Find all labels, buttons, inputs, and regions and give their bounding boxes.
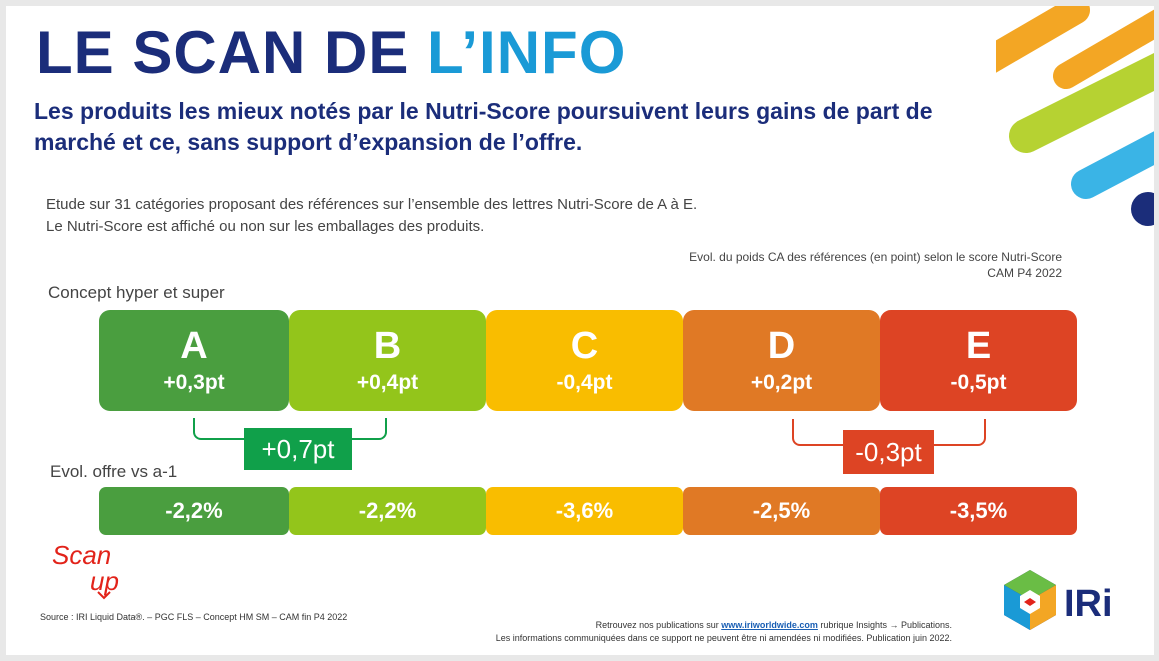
nutriscore-letter: C [570, 325, 599, 367]
title-part-light: L’INFO [427, 19, 627, 86]
title-part-dark: LE SCAN DE [36, 19, 428, 86]
slide: LE SCAN DE L’INFO Les produits les mieux… [6, 6, 1154, 655]
website-link[interactable]: www.iriworldwide.com [721, 620, 818, 630]
nutriscore-value: -0,5pt [950, 371, 1007, 394]
group-ab-delta: +0,7pt [244, 428, 352, 470]
nutriscore-box-e: E -0,5pt [880, 310, 1077, 411]
footer-line-1: Retrouvez nos publications sur www.iriwo… [496, 619, 952, 632]
nutriscore-value: -0,4pt [556, 371, 613, 394]
nutriscore-letter: E [965, 325, 992, 367]
intro-text: Etude sur 31 catégories proposant des ré… [46, 194, 697, 238]
nutriscore-value: +0,4pt [356, 371, 419, 394]
chart-note-line-2: CAM P4 2022 [987, 266, 1062, 280]
nutriscore-box-c: C -0,4pt [486, 310, 683, 411]
concept-label: Concept hyper et super [48, 283, 225, 302]
nutriscore-letter: A [180, 325, 208, 367]
offre-box: -3,5% [880, 487, 1077, 535]
footer-line-2: Les informations communiquées dans ce su… [495, 633, 952, 643]
nutriscore-value: +0,3pt [163, 371, 225, 394]
scanup-logo-text-2: up [90, 566, 119, 596]
nutriscore-value: +0,2pt [750, 371, 813, 394]
group-de-delta: -0,3pt [843, 430, 934, 474]
nutriscore-box-a: A +0,3pt [99, 310, 289, 411]
footer-line-1-post: rubrique Insights → Publications. [817, 620, 952, 630]
nutriscore-box-b: B +0,4pt [289, 310, 486, 411]
decorative-stripes [996, 6, 1154, 226]
nutriscore-letter: D [767, 325, 796, 367]
page-subtitle: Les produits les mieux notés par le Nutr… [34, 98, 933, 155]
offre-box: -2,2% [99, 487, 289, 535]
footer-line-1-pre: Retrouvez nos publications sur [595, 620, 722, 630]
footer: Retrouvez nos publications sur www.iriwo… [496, 619, 952, 645]
offre-label: Evol. offre vs a-1 [50, 462, 178, 481]
scanup-logo: Scan up [52, 540, 119, 600]
intro-line-1: Etude sur 31 catégories proposant des ré… [46, 196, 698, 213]
nutriscore-box-d: D +0,2pt [683, 310, 880, 411]
offre-box: -2,5% [683, 487, 880, 535]
page-title: LE SCAN DE L’INFO [36, 20, 626, 86]
iri-logo-text: IRi [1064, 583, 1113, 625]
intro-line-2: Le Nutri-Score est affiché ou non sur le… [46, 218, 485, 235]
chart-note: Evol. du poids CA des références (en poi… [689, 249, 1062, 281]
chart-note-line-1: Evol. du poids CA des références (en poi… [689, 250, 1062, 264]
iri-logo: IRi [1004, 570, 1113, 630]
source-text: Source : IRI Liquid Data®. – PGC FLS – C… [40, 612, 348, 622]
nutriscore-letter: B [373, 325, 402, 367]
scanup-logo-text-1: Scan [52, 540, 111, 570]
offre-box: -2,2% [289, 487, 486, 535]
offre-box: -3,6% [486, 487, 683, 535]
